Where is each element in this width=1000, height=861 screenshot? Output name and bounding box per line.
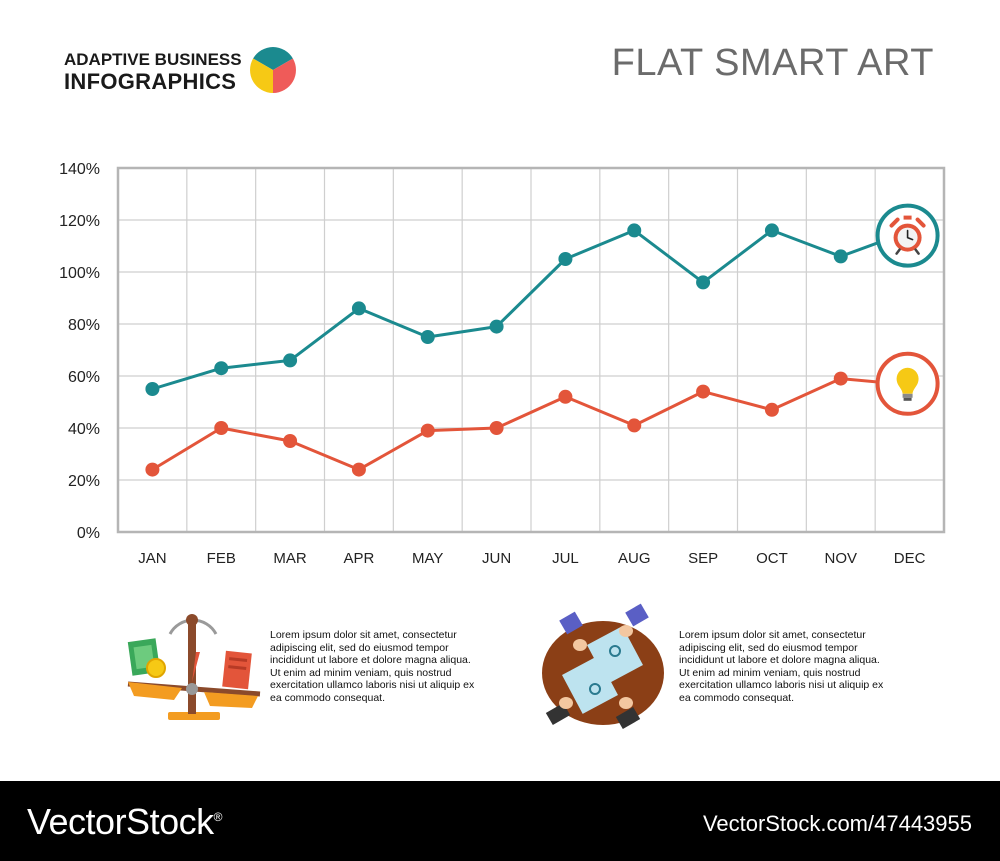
data-point — [833, 371, 848, 386]
y-tick-label: 60% — [68, 369, 100, 386]
x-tick-label: MAR — [273, 550, 307, 567]
series-timer — [145, 223, 899, 396]
data-point — [351, 301, 366, 316]
data-point — [764, 223, 779, 238]
x-tick-label: SEP — [688, 550, 718, 567]
plot-frame — [116, 166, 946, 534]
series-line-timer — [151, 228, 899, 391]
y-tick-label: 120% — [59, 213, 100, 230]
x-tick-label: JUL — [552, 550, 579, 567]
data-point — [420, 423, 435, 438]
y-tick-label: 20% — [68, 473, 100, 490]
pie-logo-slice-yellow — [250, 58, 273, 93]
chart-series — [145, 223, 899, 477]
data-point — [351, 462, 366, 477]
pie-logo-icon — [250, 47, 296, 93]
x-tick-label: AUG — [618, 550, 651, 567]
data-point — [627, 223, 642, 238]
x-tick-label: OCT — [756, 550, 788, 567]
series-icons — [875, 203, 940, 416]
x-tick-label: FEB — [207, 550, 236, 567]
data-point — [696, 384, 711, 399]
footer-registered-mark: ® — [213, 810, 223, 824]
alarm-clock-icon — [875, 203, 940, 268]
y-tick-label: 0% — [77, 525, 100, 542]
data-point — [489, 319, 504, 334]
data-point — [214, 421, 229, 435]
data-point — [145, 462, 160, 477]
brand-line1: ADAPTIVE BUSINESS — [64, 50, 242, 69]
page-title: FLAT SMART ART — [611, 42, 934, 84]
data-point — [420, 330, 435, 344]
x-tick-label: NOV — [824, 550, 857, 567]
footer-bar: VectorStock® VectorStock.com/47443955 — [0, 781, 1000, 861]
data-point — [145, 382, 160, 396]
data-point — [489, 421, 504, 435]
data-point — [283, 353, 298, 368]
pie-logo-slice-red — [273, 58, 296, 93]
y-tick-label: 100% — [59, 265, 100, 282]
data-point — [214, 361, 229, 376]
data-point — [764, 402, 779, 417]
line-chart: 0% 20% 40% 60% 80% 100% 120% 140% JAN FEB MAR APR M… — [59, 161, 946, 567]
brand-line2: INFOGRAPHICS — [64, 69, 237, 94]
x-tick-label: JAN — [138, 550, 166, 567]
x-tick-label: APR — [343, 550, 374, 567]
chart-grid — [116, 166, 946, 534]
light-bulb-icon — [875, 351, 940, 416]
x-axis-ticks: JAN FEB MAR APR MAY JUN JUL AUG SEP OCT NOV DEC — [138, 550, 925, 567]
data-point — [833, 249, 848, 264]
data-point — [696, 275, 711, 290]
right-description-text: Lorem ipsum dolor sit amet, consectetur … — [679, 629, 884, 704]
footer-image-id: VectorStock.com/47443955 — [702, 811, 972, 836]
footer-brand-name: VectorStock — [27, 801, 214, 842]
balance-scale-icon — [127, 614, 261, 720]
y-tick-label: 140% — [59, 161, 100, 178]
left-description-text: Lorem ipsum dolor sit amet, consectetur … — [270, 629, 475, 704]
series-line-idea — [151, 377, 898, 472]
y-tick-label: 80% — [68, 317, 100, 334]
data-point — [558, 252, 573, 266]
series-idea — [145, 371, 898, 477]
data-point — [283, 434, 298, 448]
y-axis-ticks: 0% 20% 40% 60% 80% 100% 120% 140% — [59, 161, 100, 542]
pie-logo-slice-teal — [253, 47, 293, 70]
brand-block: ADAPTIVE BUSINESS INFOGRAPHICS — [64, 50, 242, 94]
x-tick-label: JUN — [482, 550, 511, 567]
y-tick-label: 40% — [68, 421, 100, 438]
business-meeting-icon — [542, 603, 664, 730]
x-tick-label: DEC — [894, 550, 926, 567]
data-point — [627, 418, 642, 433]
footer-brand: VectorStock® — [27, 801, 222, 843]
x-tick-label: MAY — [412, 550, 443, 567]
data-point — [558, 389, 573, 404]
